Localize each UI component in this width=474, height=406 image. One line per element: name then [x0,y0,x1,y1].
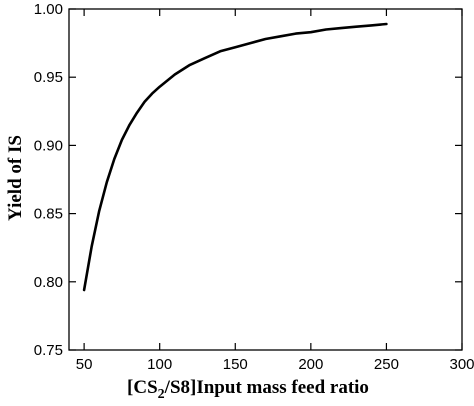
y-axis-tick-labels: 0.75 0.80 0.85 0.90 0.95 1.00 [34,1,63,359]
y-tick-label: 0.95 [34,69,63,86]
x-tick-label: 300 [449,356,474,373]
y-tick-label: 1.00 [34,1,63,18]
series-line [82,22,388,292]
y-tick-label: 0.75 [34,342,63,359]
y-axis-ticks [69,8,462,351]
y-tick-label: 0.80 [34,274,63,291]
x-tick-label: 150 [223,356,248,373]
x-axis-label-subscript: 2 [158,387,165,402]
x-axis-label-suffix: /S8]Input mass feed ratio [164,377,369,398]
x-axis-label-prefix: [CS [127,377,158,398]
x-tick-label: 250 [374,356,399,373]
y-tick-label: 0.85 [34,206,63,223]
y-axis-label: Yield of IS [5,135,26,221]
plot-area [68,8,463,351]
x-axis-tick-labels: 50 100 150 200 250 300 [76,356,474,373]
y-tick-label: 0.90 [34,137,63,154]
x-tick-label: 100 [147,356,172,373]
x-axis-label: [CS2/S8]Input mass feed ratio [127,377,369,402]
x-tick-label: 200 [298,356,323,373]
x-tick-label: 50 [76,356,93,373]
plot-frame [68,8,463,351]
x-axis-ticks [83,9,463,350]
